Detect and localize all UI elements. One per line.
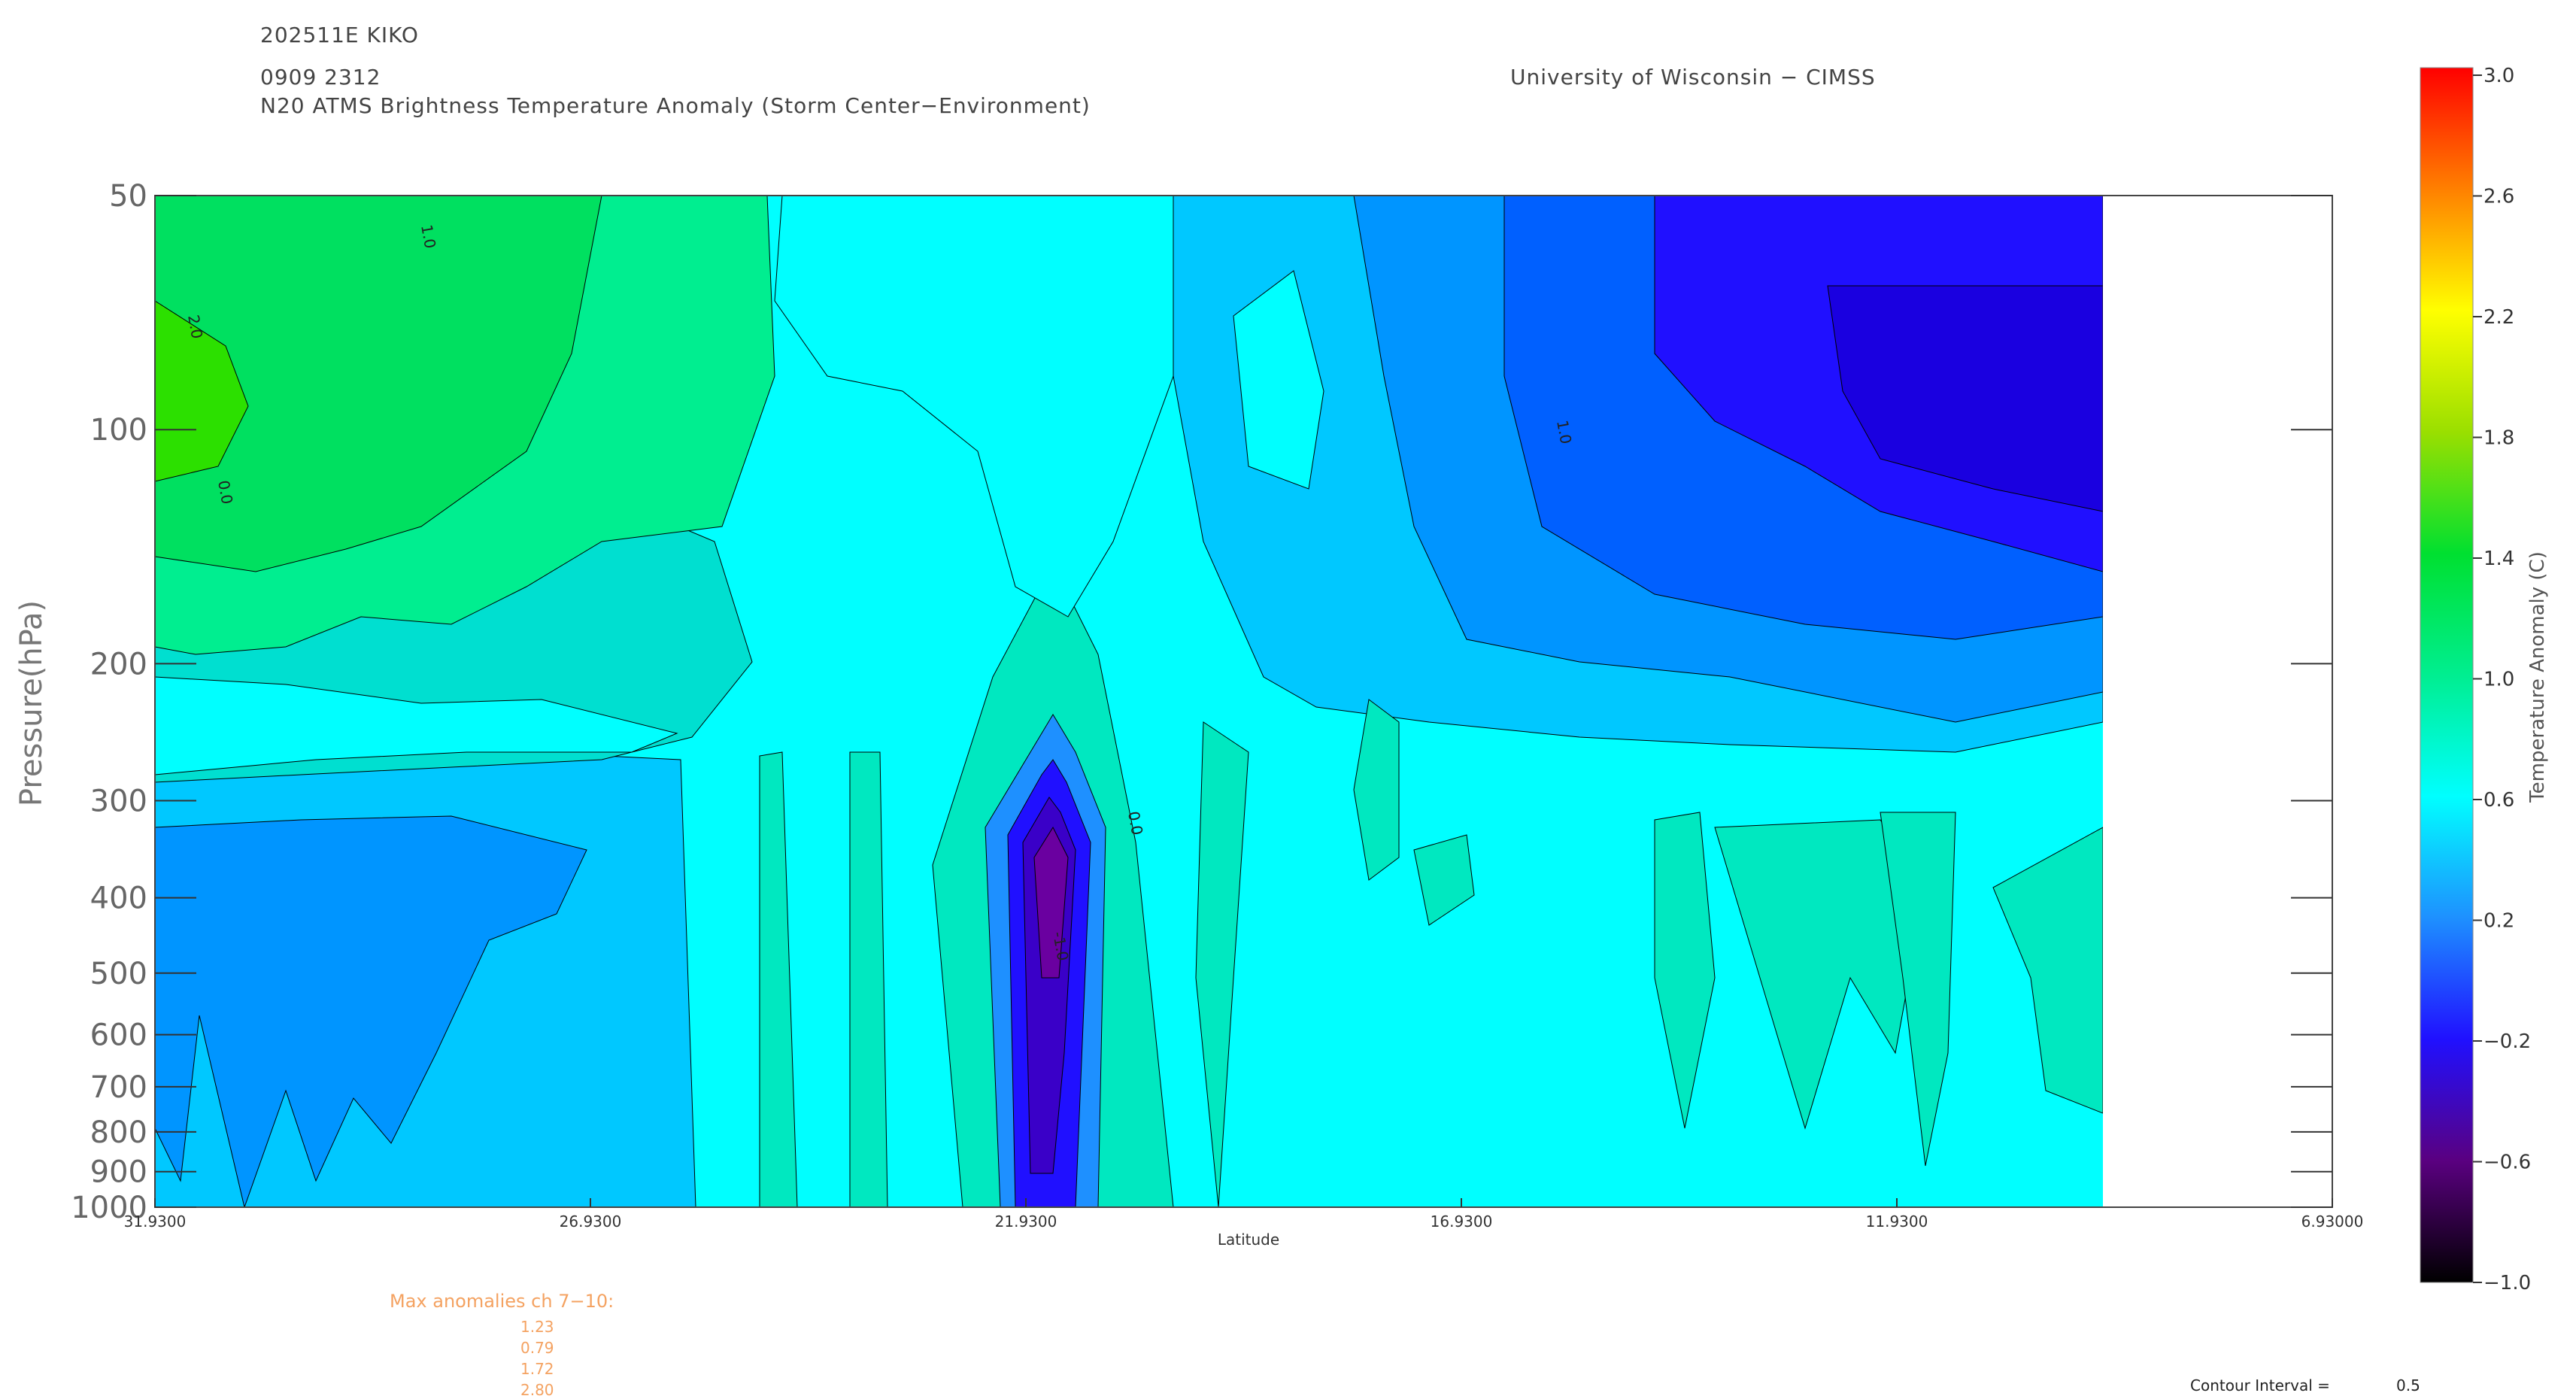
contour-label: 0.0 xyxy=(214,479,236,505)
colorbar-tick-label: 2.6 xyxy=(2483,186,2514,208)
datetime-label: 0909 2312 xyxy=(260,65,381,90)
x-tick-label: 16.9300 xyxy=(1431,1212,1493,1231)
contour-label: 0.0 xyxy=(1124,810,1146,836)
colorbar-tick-label: −1.0 xyxy=(2483,1272,2531,1294)
max-anomaly-value: 2.80 xyxy=(520,1381,554,1399)
x-tick-label: 21.9300 xyxy=(995,1212,1057,1231)
y-tick-label: 700 xyxy=(90,1070,147,1105)
colorbar-title: Temperature Anomaly (C) xyxy=(2526,551,2549,803)
max-anomaly-value: 1.23 xyxy=(520,1318,554,1336)
colorbar-tick-label: 0.2 xyxy=(2483,910,2514,933)
y-tick-label: 50 xyxy=(109,179,147,214)
colorbar-tick-label: 2.2 xyxy=(2483,306,2514,329)
institution-label: University of Wisconsin − CIMSS xyxy=(1510,65,1876,90)
y-tick-label: 500 xyxy=(90,957,147,991)
product-title: N20 ATMS Brightness Temperature Anomaly … xyxy=(260,93,1091,118)
max-anomalies-label: Max anomalies ch 7−10: xyxy=(390,1291,614,1312)
y-tick-label: 800 xyxy=(90,1115,147,1150)
contour-labels: 2.01.00.0-1.00.01.0 xyxy=(184,223,1575,963)
colorbar xyxy=(2420,67,2474,1283)
y-tick-label: 100 xyxy=(90,413,147,448)
colorbar-tick-label: 1.4 xyxy=(2483,548,2514,570)
y-tick-label: 900 xyxy=(90,1155,147,1190)
colorbar-tick-label: −0.2 xyxy=(2483,1030,2531,1053)
contour-label: 1.0 xyxy=(417,223,439,250)
plot-frame xyxy=(154,195,2333,1208)
colorbar-tick-label: −0.6 xyxy=(2483,1152,2531,1174)
x-axis-title: Latitude xyxy=(1218,1231,1279,1249)
max-anomaly-value: 1.72 xyxy=(520,1360,554,1378)
y-tick-label: 600 xyxy=(90,1018,147,1053)
storm-id: 202511E KIKO xyxy=(260,23,419,47)
max-anomaly-value: 0.79 xyxy=(520,1339,554,1357)
x-tick-label: 31.9300 xyxy=(124,1212,187,1231)
colorbar-ticks: 3.0 2.6 2.2 1.8 1.4 1.0 0.6 0.2 −0.2 −0.6 −1.0 xyxy=(2473,65,2531,1294)
colorbar-tick-label: 1.8 xyxy=(2483,427,2514,450)
contour-interval-value: 0.5 xyxy=(2396,1376,2420,1394)
contour-label: 2.0 xyxy=(184,314,206,340)
y-tick-label: 400 xyxy=(90,882,147,916)
y-tick-label: 200 xyxy=(90,647,147,681)
y-axis-title: Pressure(hPa) xyxy=(14,600,49,806)
x-tick-label: 26.9300 xyxy=(560,1212,622,1231)
colorbar-tick-label: 3.0 xyxy=(2483,65,2514,87)
colorbar-tick-label: 1.0 xyxy=(2483,669,2514,691)
anomaly-field xyxy=(155,196,2103,1207)
x-axis: 31.9300 26.9300 21.9300 16.9300 11.9300 6.930… xyxy=(124,1198,2364,1231)
x-tick-label: 6.93000 xyxy=(2301,1212,2364,1231)
x-tick-label: 11.9300 xyxy=(1866,1212,1928,1231)
y-tick-label: 1000 xyxy=(71,1191,147,1225)
contour-interval-label: Contour Interval = xyxy=(2190,1376,2330,1394)
contour-label: 1.0 xyxy=(1553,419,1575,445)
colorbar-tick-label: 0.6 xyxy=(2483,789,2514,812)
y-tick-label: 300 xyxy=(90,784,147,818)
